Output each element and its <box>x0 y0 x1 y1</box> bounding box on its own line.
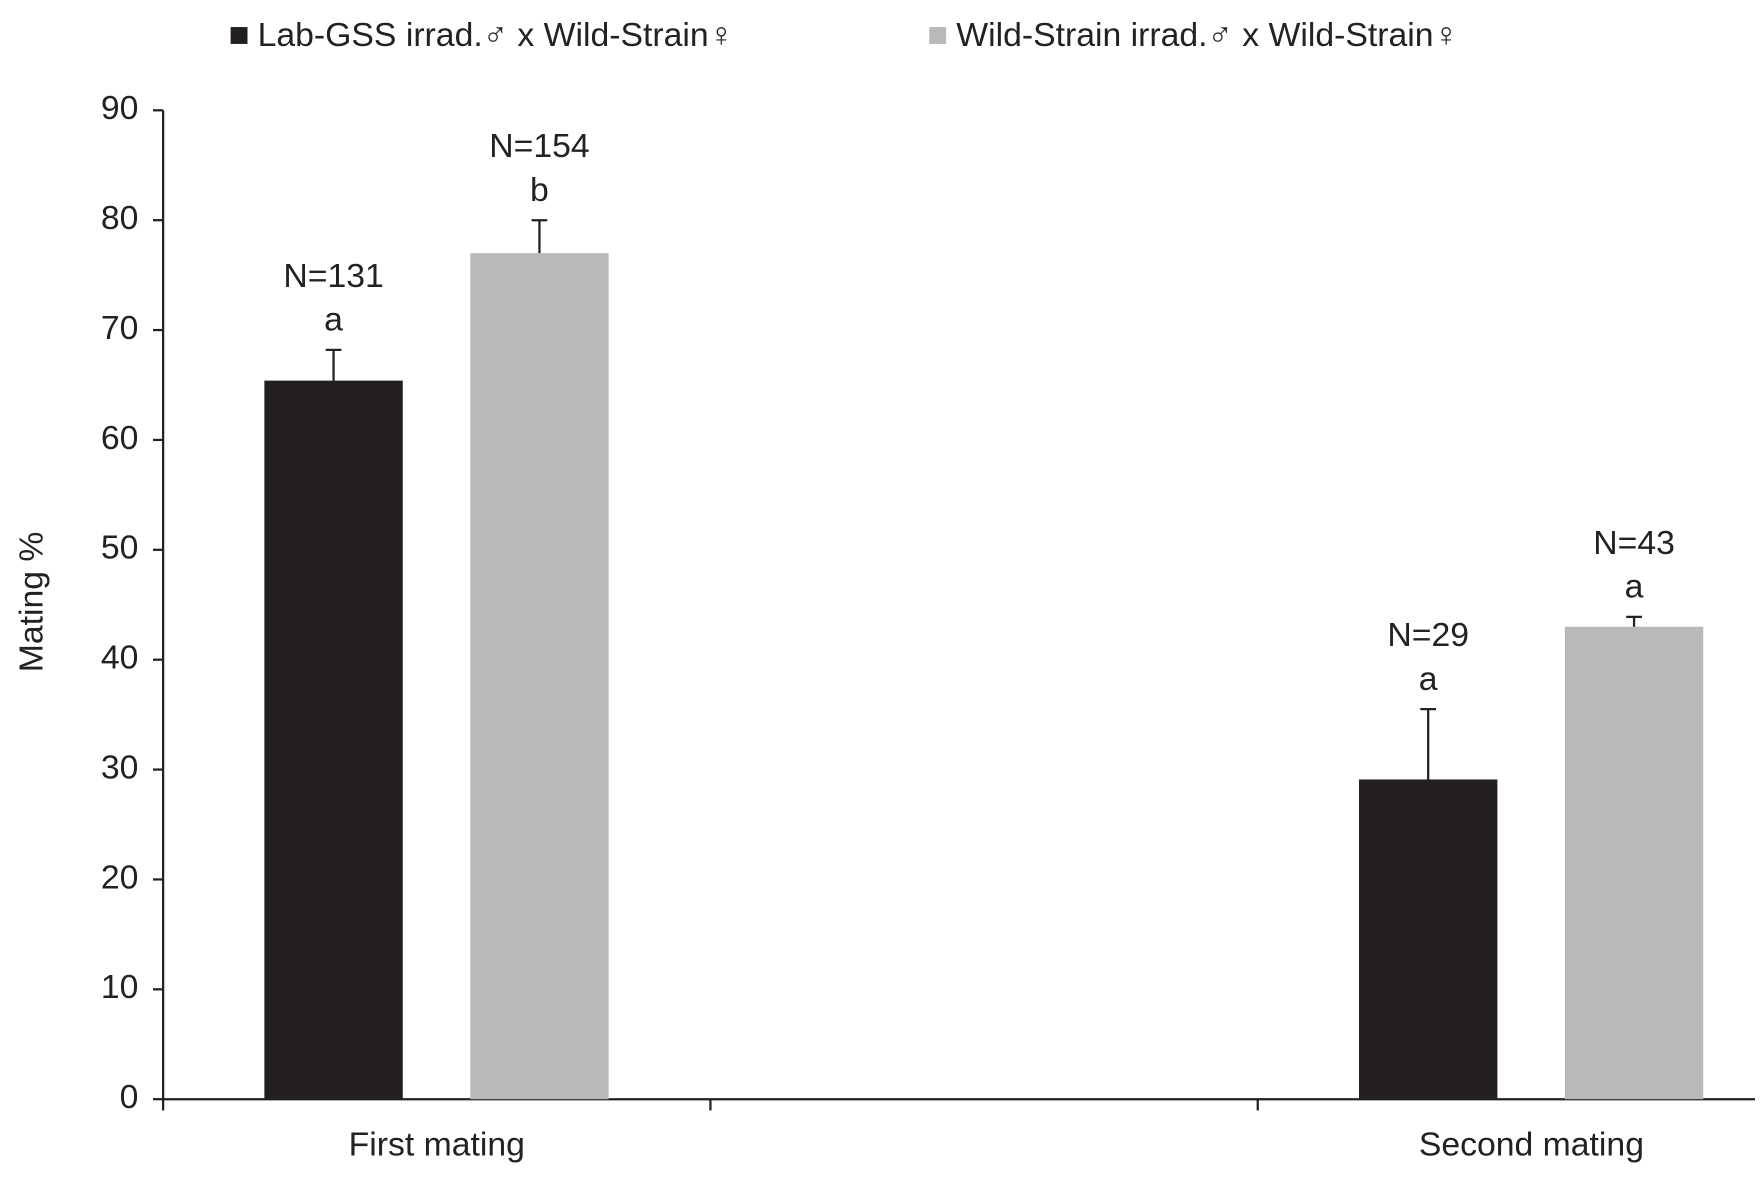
error-bar <box>1626 615 1642 627</box>
bar <box>1564 626 1704 1100</box>
y-tick-label: 0 <box>120 1078 139 1116</box>
y-tick-label: 10 <box>101 968 139 1006</box>
legend-swatch <box>230 27 248 44</box>
significance-letter: a <box>1419 660 1438 698</box>
sample-size: N=154 <box>489 127 589 165</box>
y-tick-label: 60 <box>101 419 139 457</box>
y-axis-label: Mating % <box>13 532 51 673</box>
bar <box>264 380 403 1100</box>
x-tick-label: First mating <box>349 1125 525 1163</box>
sample-size: N=43 <box>1593 524 1675 562</box>
bar <box>470 253 609 1100</box>
significance-letter: b <box>530 171 549 209</box>
error-bar <box>325 348 342 381</box>
significance-letter: a <box>1625 568 1644 606</box>
y-tick-label: 70 <box>101 309 139 347</box>
significance-letter: a <box>324 301 343 339</box>
y-tick-label: 80 <box>101 199 139 237</box>
error-bar <box>531 219 548 254</box>
error-bar <box>1420 708 1437 780</box>
legend-swatch <box>929 27 947 44</box>
sample-size: N=131 <box>283 257 383 295</box>
y-tick-label: 30 <box>101 748 139 786</box>
y-tick-label: 20 <box>101 858 139 896</box>
y-tick-label: 40 <box>101 639 139 677</box>
y-tick-label: 50 <box>101 529 139 567</box>
sample-size: N=29 <box>1387 616 1469 654</box>
legend-label: Lab-GSS irrad.♂ x Wild-Strain♀ <box>258 16 734 54</box>
bar <box>1359 779 1498 1100</box>
y-tick-label: 90 <box>101 89 139 127</box>
x-tick-label: Second mating <box>1419 1125 1644 1163</box>
legend-label: Wild-Strain irrad.♂ x Wild-Strain♀ <box>956 16 1459 54</box>
